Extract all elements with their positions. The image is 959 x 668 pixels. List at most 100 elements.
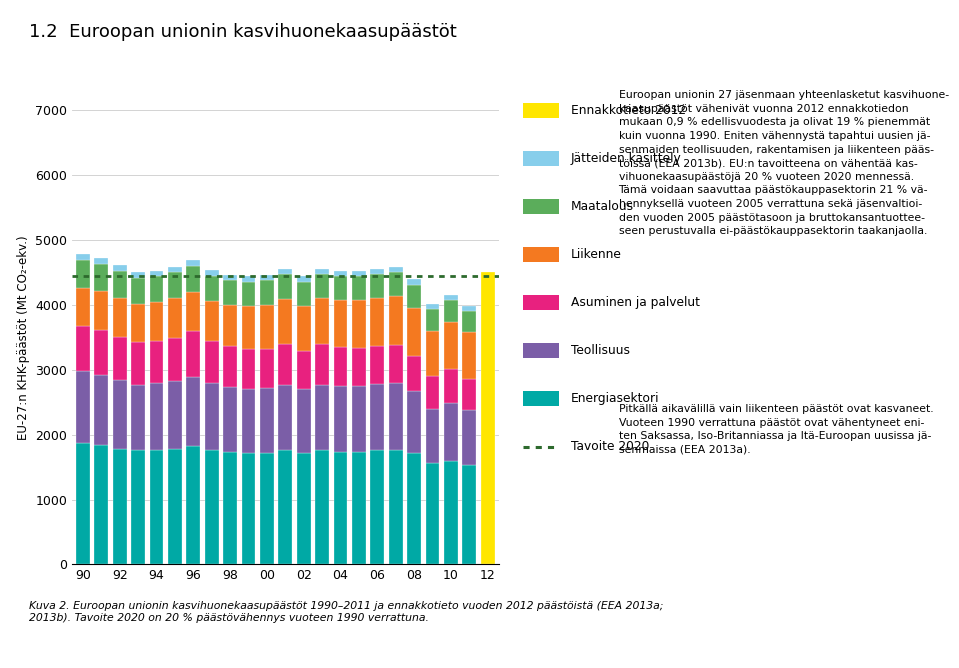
Bar xyxy=(168,449,182,564)
Bar xyxy=(352,452,365,564)
Bar xyxy=(205,301,219,341)
Bar xyxy=(444,369,457,403)
Bar xyxy=(426,331,439,376)
Bar xyxy=(260,388,274,453)
Text: Jätteiden käsittely: Jätteiden käsittely xyxy=(571,152,681,165)
Bar xyxy=(352,386,365,452)
Bar xyxy=(131,272,145,278)
Bar xyxy=(296,389,311,453)
Bar xyxy=(462,306,477,311)
Bar xyxy=(296,453,311,564)
Bar xyxy=(113,265,127,271)
Bar xyxy=(223,452,237,564)
Bar xyxy=(278,299,292,344)
Bar xyxy=(462,332,477,379)
Bar xyxy=(76,288,90,326)
Bar xyxy=(223,275,237,281)
Bar xyxy=(426,303,439,309)
Bar xyxy=(205,270,219,276)
Bar xyxy=(186,331,200,377)
Bar xyxy=(186,260,200,266)
Bar xyxy=(113,299,127,337)
Bar xyxy=(444,301,457,323)
Bar xyxy=(278,450,292,564)
Bar xyxy=(242,453,255,564)
Bar xyxy=(370,299,385,347)
Bar xyxy=(296,276,311,281)
Bar xyxy=(352,277,365,301)
Bar xyxy=(94,329,108,375)
Bar xyxy=(260,281,274,305)
Bar xyxy=(150,341,163,383)
Bar xyxy=(334,347,347,386)
Bar xyxy=(408,285,421,308)
Text: Euroopan unionin 27 jäsenmaan yhteenlasketut kasvihuone-
kaasupäästöt vähenivät : Euroopan unionin 27 jäsenmaan yhteenlask… xyxy=(619,90,948,236)
Bar xyxy=(278,385,292,450)
Bar xyxy=(113,449,127,564)
Bar xyxy=(426,462,439,564)
Bar xyxy=(260,305,274,349)
Bar xyxy=(296,351,311,389)
Bar xyxy=(444,323,457,369)
Bar xyxy=(462,379,477,410)
Bar xyxy=(444,461,457,564)
Bar xyxy=(316,385,329,450)
Bar xyxy=(388,273,403,297)
Bar xyxy=(334,301,347,347)
Bar xyxy=(76,371,90,443)
Bar xyxy=(260,275,274,281)
Y-axis label: EU-27:n KHK-päästöt (Mt CO₂-ekv.): EU-27:n KHK-päästöt (Mt CO₂-ekv.) xyxy=(16,235,30,440)
Bar xyxy=(168,338,182,381)
Bar xyxy=(168,299,182,338)
Bar xyxy=(131,385,145,450)
Text: Asuminen ja palvelut: Asuminen ja palvelut xyxy=(571,296,700,309)
Bar xyxy=(334,271,347,277)
Bar xyxy=(370,275,385,299)
Bar xyxy=(168,381,182,449)
Bar xyxy=(150,277,163,303)
Bar xyxy=(223,305,237,347)
Text: Kuva 2. Euroopan unionin kasvihuonekaasupäästöt 1990–2011 ja ennakkotieto vuoden: Kuva 2. Euroopan unionin kasvihuonekaasu… xyxy=(29,601,663,623)
Bar xyxy=(316,345,329,385)
Bar xyxy=(242,306,255,349)
Bar xyxy=(426,409,439,462)
Bar xyxy=(352,301,365,348)
Text: Liikenne: Liikenne xyxy=(571,248,621,261)
Bar xyxy=(462,464,477,564)
Bar xyxy=(388,383,403,450)
Bar xyxy=(352,348,365,386)
Bar xyxy=(444,403,457,461)
Bar xyxy=(334,452,347,564)
Bar xyxy=(131,304,145,342)
Bar xyxy=(223,347,237,387)
Bar xyxy=(131,450,145,564)
Bar xyxy=(352,271,365,277)
Bar xyxy=(186,266,200,292)
Bar xyxy=(76,326,90,371)
Bar xyxy=(131,342,145,385)
Bar xyxy=(76,260,90,288)
Text: 1.2  Euroopan unionin kasvihuonekaasupäästöt: 1.2 Euroopan unionin kasvihuonekaasupääs… xyxy=(29,23,456,41)
Bar xyxy=(76,443,90,564)
Bar xyxy=(388,345,403,383)
Bar xyxy=(94,264,108,291)
Bar xyxy=(480,273,495,564)
Bar xyxy=(408,453,421,564)
Bar xyxy=(168,273,182,299)
Bar xyxy=(260,453,274,564)
Bar xyxy=(94,258,108,264)
Bar xyxy=(408,356,421,391)
Bar xyxy=(94,445,108,564)
Bar xyxy=(408,308,421,356)
Bar xyxy=(370,384,385,450)
Bar xyxy=(242,276,255,281)
Bar xyxy=(242,281,255,306)
Text: Maatalous: Maatalous xyxy=(571,200,634,213)
Bar xyxy=(131,278,145,304)
Bar xyxy=(242,389,255,453)
Bar xyxy=(316,269,329,275)
Bar xyxy=(278,344,292,385)
Bar xyxy=(113,380,127,449)
Bar xyxy=(150,383,163,450)
Text: Pitkällä aikavälillä vain liikenteen päästöt ovat kasvaneet.
Vuoteen 1990 verrat: Pitkällä aikavälillä vain liikenteen pää… xyxy=(619,404,933,455)
